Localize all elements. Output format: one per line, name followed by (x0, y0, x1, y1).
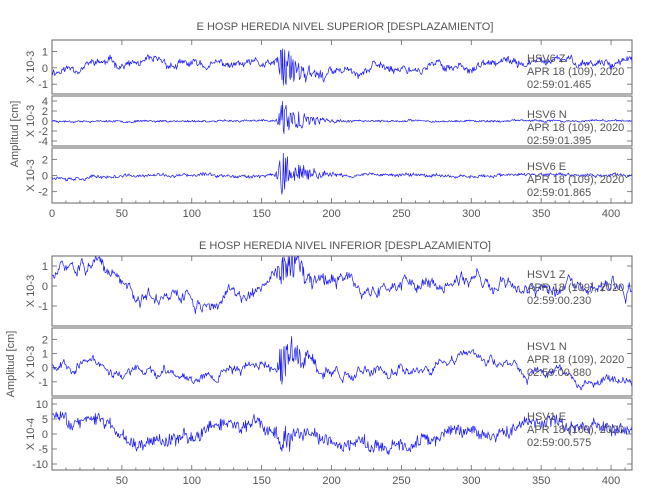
station-label: HSV1 E (527, 411, 566, 423)
upper-panel-title: E HOSP HEREDIA NIVEL SUPERIOR [DESPLAZAM… (197, 21, 494, 33)
station-label: HSV6 N (527, 109, 567, 121)
y-tick-label: 5 (42, 414, 48, 426)
x-tick-label: 150 (252, 475, 270, 487)
y-tick-label: 2 (42, 154, 48, 166)
x-tick-label: 250 (392, 208, 410, 220)
x-tick-label: 200 (322, 208, 340, 220)
y-tick-label: 0 (42, 363, 48, 375)
trace-frame (51, 255, 633, 327)
date-label: APR 18 (109), 2020 (527, 174, 624, 186)
time-label: 02:59:00.230 (527, 295, 591, 307)
y-tick-label: -2 (38, 187, 48, 199)
waveform-trace-hsv1-z (51, 256, 633, 315)
x-tick-label: 200 (322, 475, 340, 487)
time-label: 02:59:00.880 (527, 367, 591, 379)
x-tick-label: 0 (49, 208, 55, 220)
y-tick-label: -1 (38, 377, 48, 389)
y-tick-label: -5 (38, 444, 48, 456)
x-tick-label: 250 (392, 475, 410, 487)
time-label: 02:59:01.865 (527, 187, 591, 199)
y-tick-label: 1 (42, 349, 48, 361)
amplitude-scale-label: X 10-3 (25, 275, 37, 307)
waveform-trace-hsv6-z (51, 48, 633, 86)
x-tick-label: 300 (462, 475, 480, 487)
upper-panel-y-axis-label: Amplitud [cm] (9, 101, 21, 168)
x-tick-label: 150 (252, 208, 270, 220)
waveform-trace-hsv1-n (51, 335, 633, 391)
upper-level-panel: E HOSP HEREDIA NIVEL SUPERIOR [DESPLAZAM… (9, 21, 633, 220)
y-tick-label: 10 (36, 399, 48, 411)
station-label: HSV1 Z (527, 269, 566, 281)
y-tick-label: 0 (42, 281, 48, 293)
x-tick-label: 300 (462, 208, 480, 220)
y-tick-label: -1 (38, 301, 48, 313)
date-label: APR 18 (109), 2020 (527, 354, 624, 366)
x-tick-label: 400 (602, 475, 620, 487)
waveform-trace-hsv1-e (51, 411, 633, 456)
station-label: HSV6 E (527, 161, 566, 173)
y-tick-label: -4 (38, 136, 48, 148)
x-tick-label: 350 (532, 475, 550, 487)
x-tick-label: 50 (116, 475, 128, 487)
waveform-trace-hsv6-e (51, 152, 633, 195)
station-label: HSV6 Z (527, 53, 566, 65)
lower-level-panel: E HOSP HEREDIA NIVEL INFERIOR [DESPLAZAM… (5, 240, 633, 487)
station-label: HSV1 N (527, 341, 567, 353)
date-label: APR 18 (109), 2020 (527, 122, 624, 134)
trace-frame (51, 327, 633, 397)
lower-panel-y-axis-label: Amplitud [cm] (5, 331, 17, 398)
trace-frame (51, 39, 633, 95)
waveform-trace-hsv6-n (51, 101, 633, 134)
y-tick-label: 2 (42, 334, 48, 346)
y-tick-label: 1 (42, 46, 48, 58)
x-tick-label: 50 (116, 208, 128, 220)
time-label: 02:59:01.465 (527, 79, 591, 91)
amplitude-scale-label: X 10-3 (25, 159, 37, 191)
y-tick-label: 0 (42, 171, 48, 183)
y-tick-label: -10 (32, 459, 48, 471)
time-label: 02:59:01.395 (527, 135, 591, 147)
lower-panel-title: E HOSP HEREDIA NIVEL INFERIOR [DESPLAZAM… (199, 240, 491, 252)
amplitude-scale-label: X 10-3 (25, 346, 37, 378)
x-tick-label: 400 (602, 208, 620, 220)
y-tick-label: 1 (42, 261, 48, 273)
date-label: APR 18 (109), 2020 (527, 424, 624, 436)
y-tick-label: 0 (42, 429, 48, 441)
date-label: APR 18 (109), 2020 (527, 66, 624, 78)
amplitude-scale-label: X 10-4 (25, 418, 37, 450)
date-label: APR 18 (109), 2020 (527, 282, 624, 294)
x-tick-label: 100 (183, 208, 201, 220)
x-tick-label: 100 (183, 475, 201, 487)
y-tick-label: 2 (42, 106, 48, 118)
time-label: 02:59:00.575 (527, 437, 591, 449)
y-tick-label: 0 (42, 116, 48, 128)
y-tick-label: 0 (42, 63, 48, 75)
y-tick-label: 4 (42, 96, 48, 108)
amplitude-scale-label: X 10-3 (25, 105, 37, 137)
y-tick-label: -1 (38, 79, 48, 91)
y-tick-label: -2 (38, 126, 48, 138)
x-tick-label: 350 (532, 208, 550, 220)
amplitude-scale-label: X 10-3 (25, 51, 37, 83)
